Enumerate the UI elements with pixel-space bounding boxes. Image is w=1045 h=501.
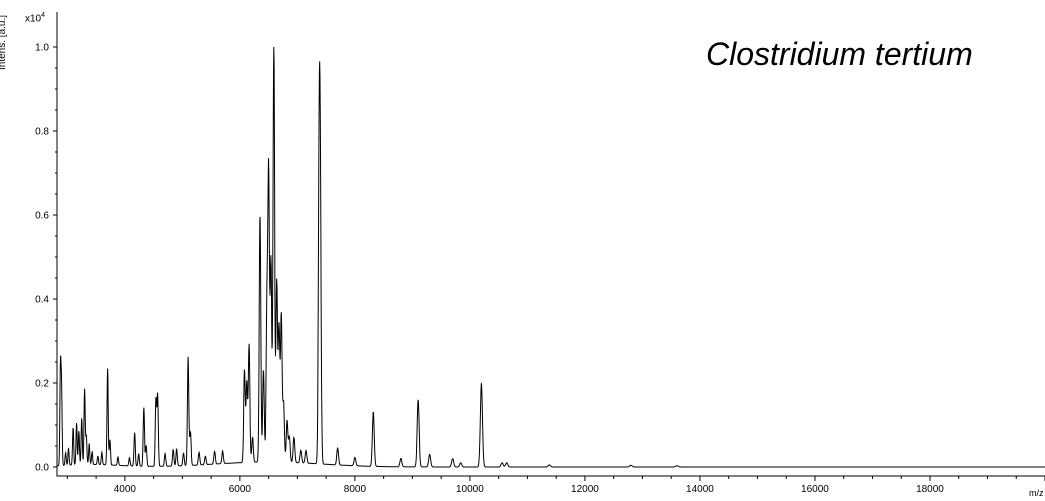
x-axis-ticks: 4000 6000 8000 10000 12000 14000 16000 18000 <box>66 476 1045 495</box>
y-axis-label: Intens. [a.u.] <box>0 14 8 70</box>
y-tick-label: 1.0 <box>35 43 49 54</box>
x-tick-label: 6000 <box>229 484 252 495</box>
y-tick-label: 0.6 <box>35 211 49 222</box>
x-tick-label: 14000 <box>686 484 714 495</box>
x-tick-label: 4000 <box>114 484 137 495</box>
y-tick-label: 0.8 <box>35 127 49 138</box>
y-axis-multiplier: x104 <box>25 12 46 25</box>
axes <box>56 12 1045 477</box>
y-axis-ticks: 0.0 0.2 0.4 0.6 0.8 1.0 <box>35 43 57 474</box>
y-tick-label: 0.2 <box>35 379 49 390</box>
species-annotation: Clostridium tertium <box>706 36 973 72</box>
spectrum-line <box>57 46 1045 468</box>
x-tick-label: 16000 <box>801 484 829 495</box>
y-tick-label: 0.4 <box>35 295 49 306</box>
y-tick-label: 0.0 <box>35 463 49 474</box>
x-tick-label: 18000 <box>916 484 944 495</box>
x-tick-label: 8000 <box>344 484 367 495</box>
axis-lines <box>56 12 1045 477</box>
x-tick-label: 10000 <box>456 484 484 495</box>
x-axis-label: m/z <box>1029 488 1044 498</box>
x-tick-label: 12000 <box>571 484 599 495</box>
